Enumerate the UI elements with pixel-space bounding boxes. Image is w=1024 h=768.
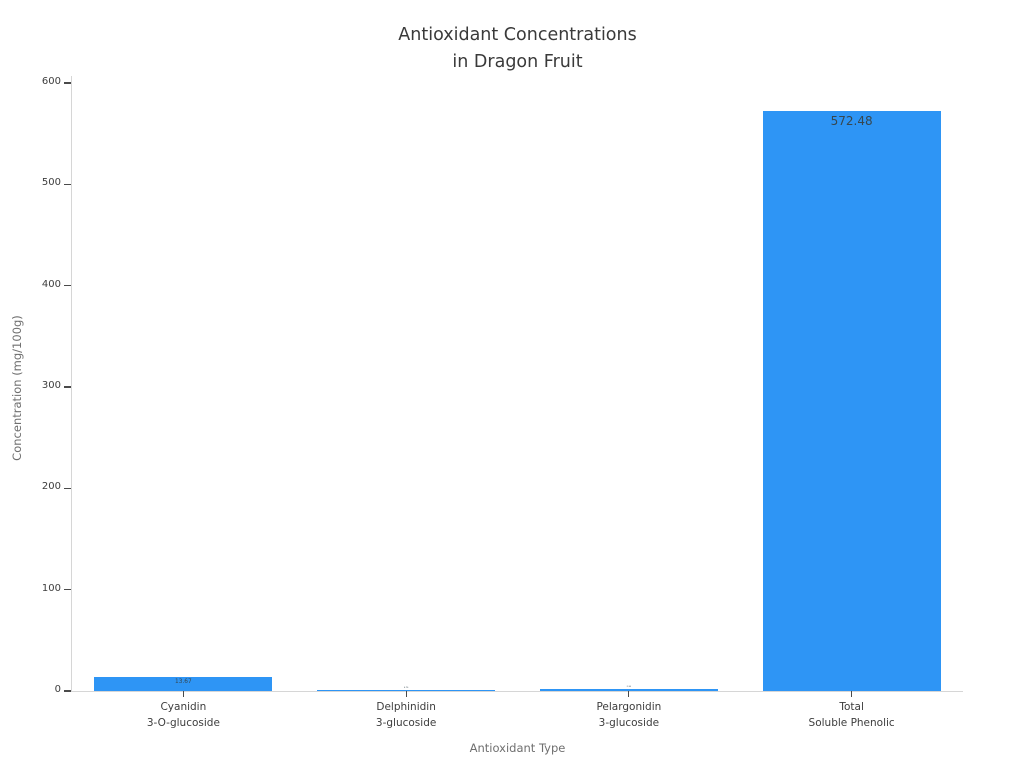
y-tick-label: 200: [41, 481, 61, 493]
bar-value-label: 572.48: [830, 114, 873, 129]
chart-title: Antioxidant Concentrations in Dragon Fru…: [398, 25, 637, 72]
x-tick-mark: [851, 691, 853, 697]
y-tick-label: 0: [54, 684, 61, 695]
x-tick-mark: [628, 691, 630, 697]
y-tick-label: 600: [41, 76, 61, 87]
bar: [317, 690, 496, 691]
y-tick-mark: [64, 386, 71, 388]
x-axis-spine: [71, 691, 963, 692]
bar-value-label: 0.70: [403, 687, 409, 690]
x-tick-label: Total Soluble Phenolic: [808, 701, 895, 729]
bar: [539, 688, 718, 691]
bar-value-label: 13.67: [175, 679, 192, 686]
x-tick-label: Cyanidin 3-O-glucoside: [146, 701, 220, 729]
x-tick-mark: [182, 691, 184, 697]
y-tick-label: 300: [41, 380, 61, 391]
y-axis-spine: [71, 76, 72, 692]
y-tick-mark: [64, 82, 71, 84]
y-tick-mark: [64, 487, 71, 489]
y-tick-mark: [64, 285, 71, 287]
y-tick-label: 400: [41, 278, 61, 290]
bar: [94, 677, 273, 691]
x-tick-mark: [405, 691, 407, 697]
x-tick-label: Delphinidin 3-glucoside: [375, 701, 437, 729]
y-tick-label: 100: [41, 582, 61, 594]
x-tick-label: Pelargonidin 3-glucoside: [596, 701, 662, 729]
y-tick-mark: [64, 589, 71, 591]
y-tick-mark: [64, 183, 71, 185]
bar: [762, 110, 941, 691]
y-tick-label: 500: [41, 177, 61, 189]
bar-value-label: 2.30: [626, 685, 632, 688]
y-tick-mark: [64, 690, 71, 692]
x-axis-label: Antioxidant Type: [469, 741, 566, 755]
